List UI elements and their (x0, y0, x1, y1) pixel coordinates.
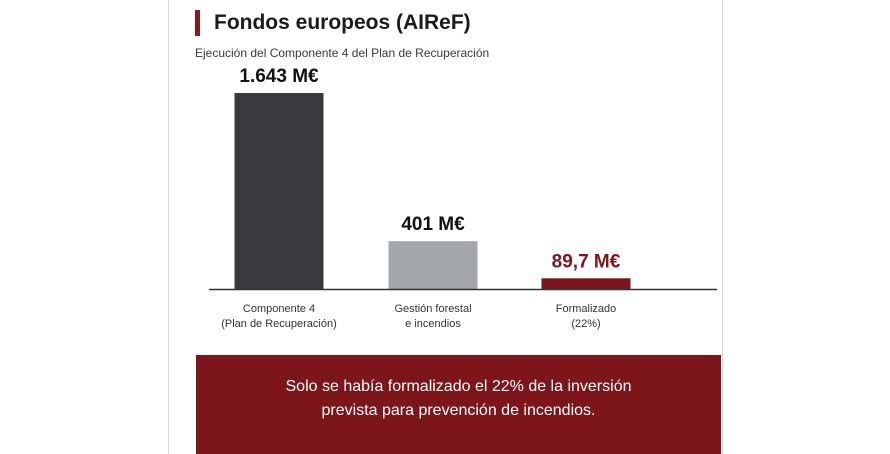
category-label-1-line-1: Componente 4 (243, 303, 315, 315)
category-label-2-line-2: e incendios (405, 318, 461, 330)
bar-1 (234, 93, 324, 289)
category-label-3-line-2: (22%) (571, 318, 600, 330)
bar-value-label-3: 89,7 M€ (552, 251, 621, 272)
title-accent-bar (195, 10, 200, 36)
category-label-1-line-2: (Plan de Recuperación) (221, 318, 337, 330)
category-label-3-line-1: Formalizado (556, 303, 617, 315)
category-label-2-line-1: Gestión forestal (394, 303, 471, 315)
chart-subtitle: Ejecución del Componente 4 del Plan de R… (195, 46, 490, 60)
bar-3 (541, 278, 631, 289)
page-title: Fondos europeos (AIReF) (214, 11, 471, 34)
chart-card: Fondos europeos (AIReF) Ejecución del Co… (168, 0, 723, 454)
bar-value-label-1: 1.643 M€ (239, 66, 319, 87)
summary-note: Solo se había formalizado el 22% de la i… (196, 355, 721, 454)
bar-value-label-2: 401 M€ (401, 214, 465, 235)
bar-chart: 1.643 M€ Componente 4 (Plan de Recuperació… (209, 66, 717, 330)
header: Fondos europeos (AIReF) (195, 8, 471, 38)
bar-2 (388, 241, 478, 289)
summary-note-text: Solo se había formalizado el 22% de la i… (285, 378, 632, 419)
